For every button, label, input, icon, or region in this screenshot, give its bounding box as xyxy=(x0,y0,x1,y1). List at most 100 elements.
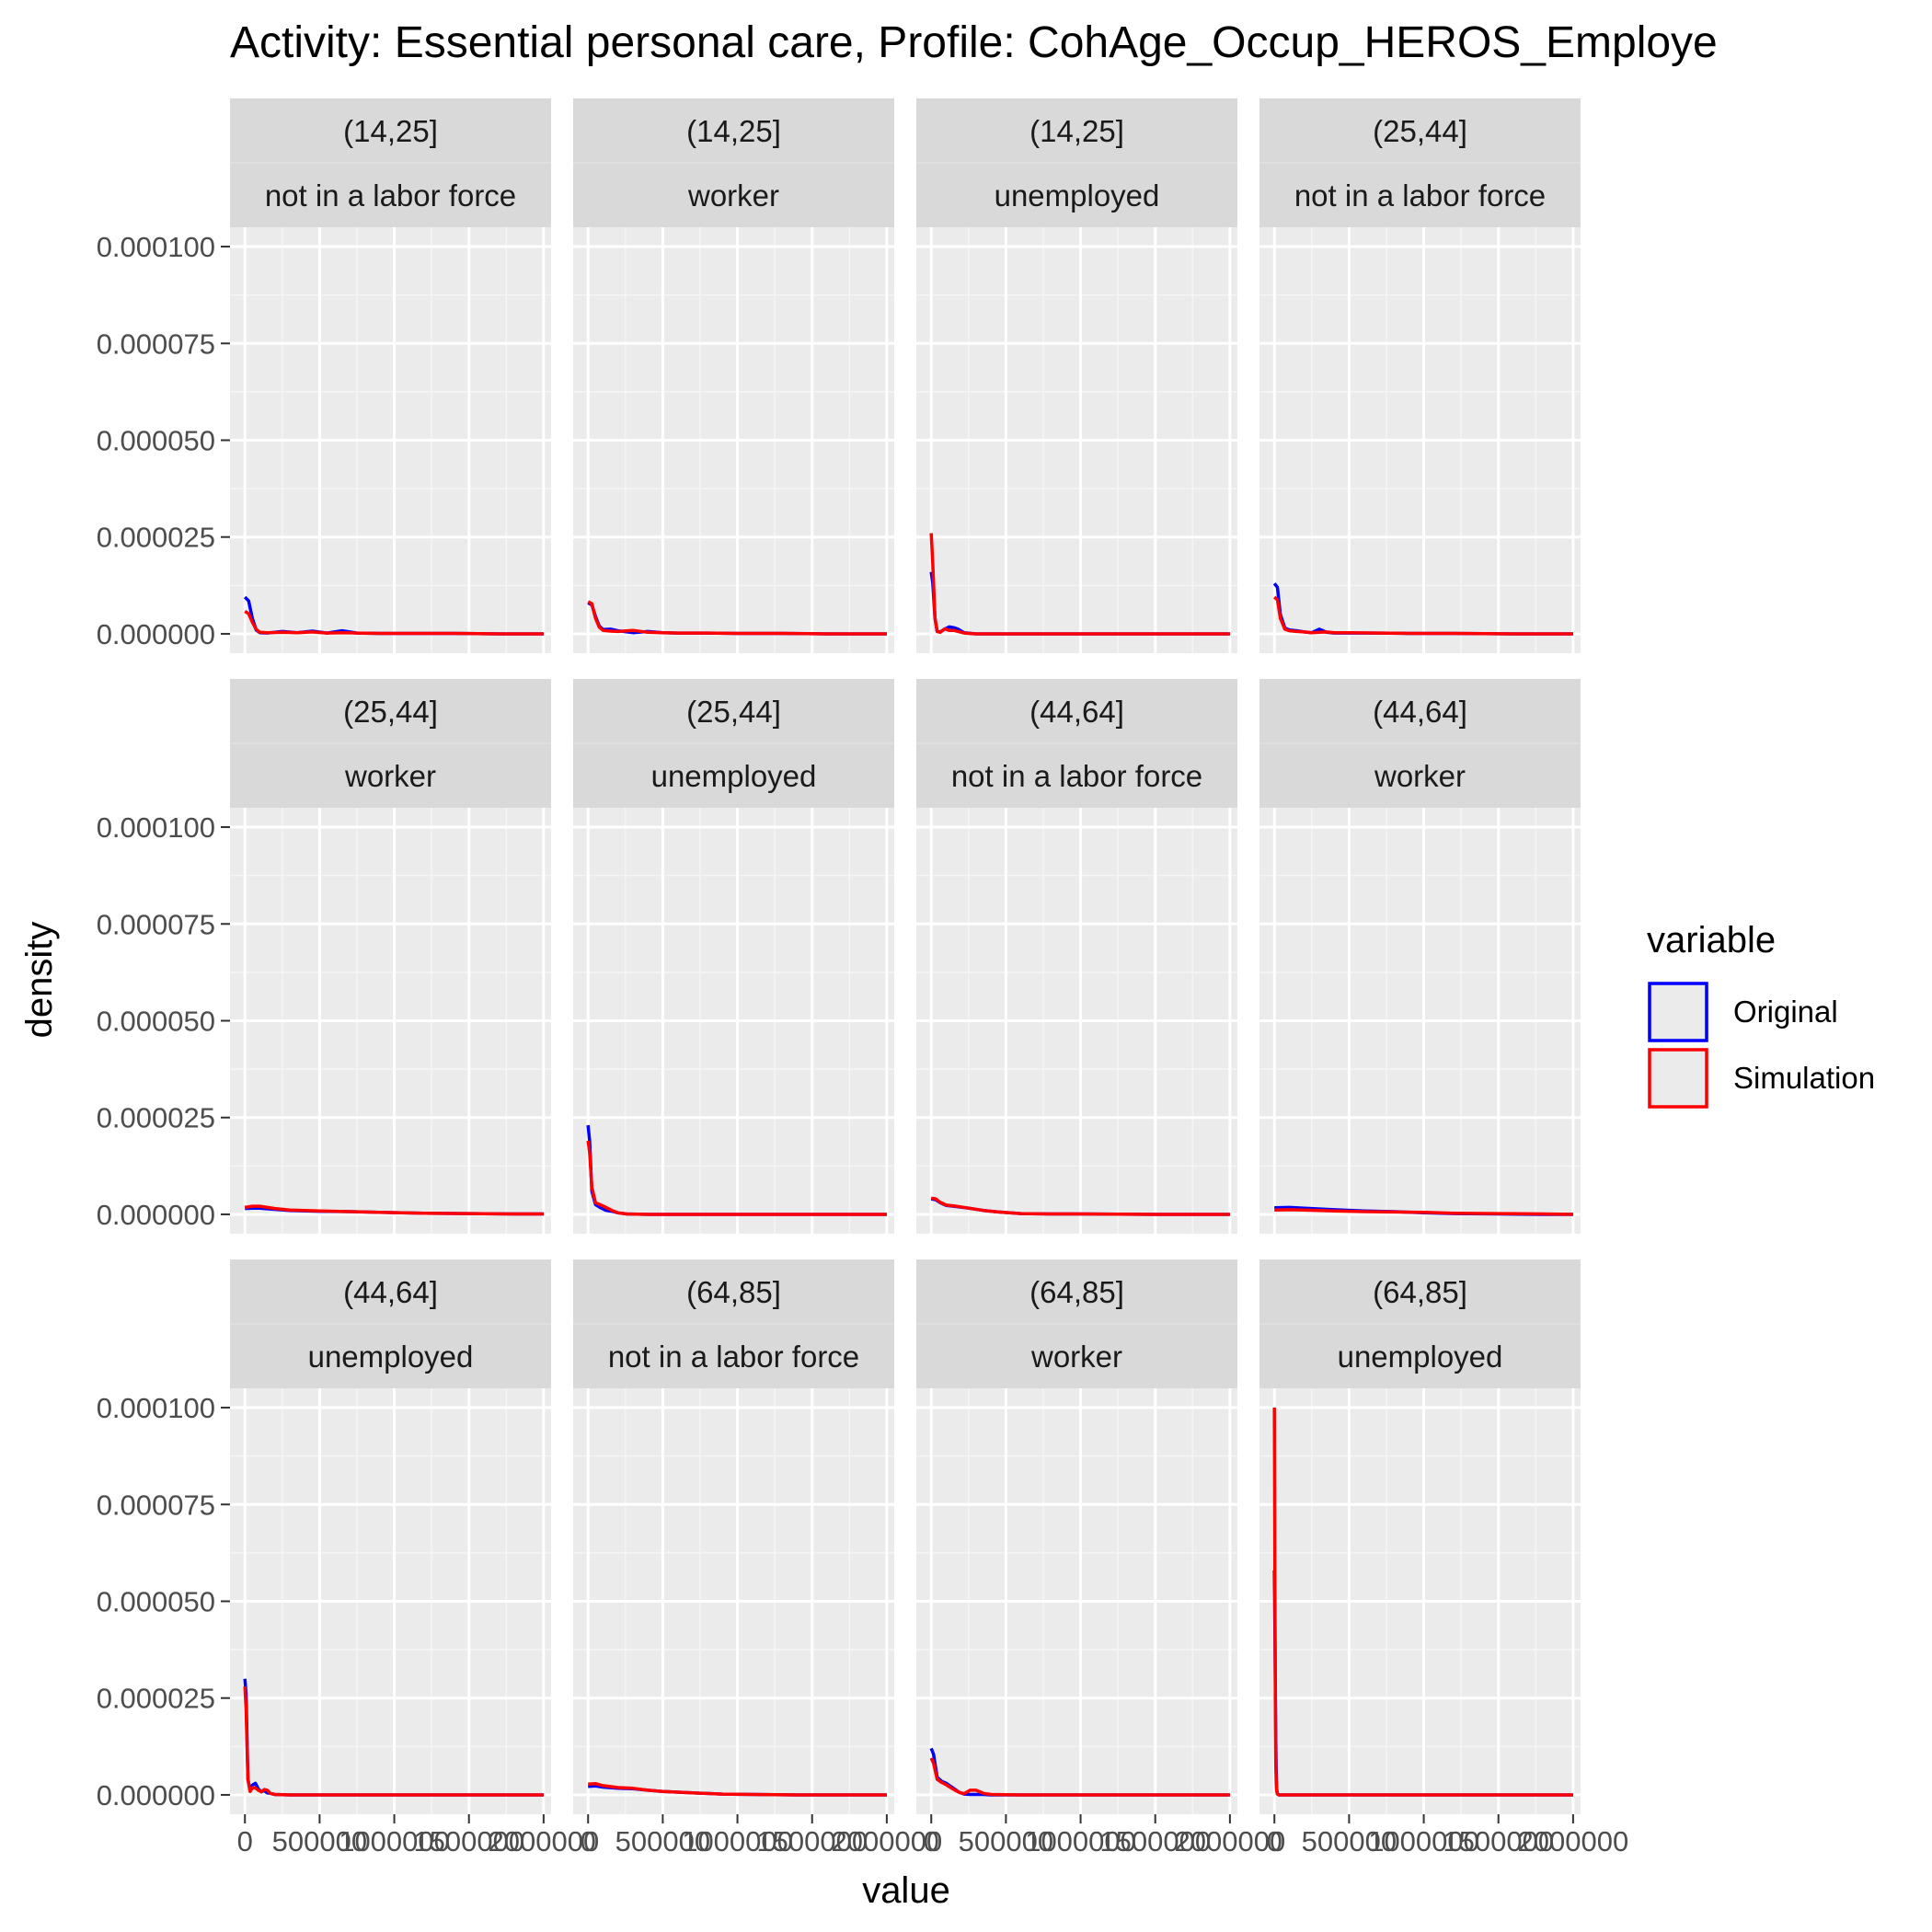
facet-panel: (44,64] not in a labor force xyxy=(916,679,1237,1234)
facet-strip-status xyxy=(1259,163,1581,227)
facet-status-label: not in a labor force xyxy=(608,1340,859,1374)
density-line-simulation xyxy=(586,1140,887,1216)
x-axis-title: value xyxy=(862,1870,950,1911)
facet-status-label: worker xyxy=(687,178,779,213)
facet-strip-age xyxy=(230,1259,551,1324)
facet-age-label: (44,64] xyxy=(343,1275,438,1309)
facet-status-label: worker xyxy=(344,759,436,793)
legend-title: variable xyxy=(1647,920,1776,960)
facet-age-label: (14,25] xyxy=(686,114,781,148)
facet-strip-age xyxy=(573,679,894,743)
facet-age-label: (14,25] xyxy=(1029,114,1124,148)
x-tick-label: 500000 xyxy=(272,1825,367,1857)
facet-strip-status xyxy=(1259,1324,1581,1388)
y-tick-label: 0.000025 xyxy=(97,1683,215,1715)
facet-strip-age xyxy=(573,98,894,163)
density-line-simulation xyxy=(1272,1407,1573,1797)
density-line-simulation xyxy=(588,1781,887,1797)
x-tick-label: 1500000 xyxy=(1443,1825,1554,1857)
y-tick-label: 0.000050 xyxy=(97,1586,215,1618)
facet-strip-age xyxy=(1259,679,1581,743)
facet-strip-age xyxy=(916,1259,1237,1324)
facet-strip-age xyxy=(1259,98,1581,163)
facet-strip-status xyxy=(916,1324,1237,1388)
x-tick-label: 2000000 xyxy=(1175,1825,1286,1857)
x-tick-label: 1000000 xyxy=(339,1825,450,1857)
y-tick-label: 0.000075 xyxy=(97,1489,215,1521)
y-tick-label: 0.000050 xyxy=(97,1006,215,1038)
legend-entries: Original Simulation xyxy=(1648,982,1875,1109)
facet-panels: (14,25] not in a labor force (14,25] worker… xyxy=(230,98,1581,1814)
facet-strip-status xyxy=(916,163,1237,227)
facet-strip-age xyxy=(916,679,1237,743)
x-tick-label: 1000000 xyxy=(1025,1825,1136,1857)
axes: 0.000000 0.000025 0.000050 0.000075 0.000100… xyxy=(97,231,1629,1857)
facet-panel: (25,44] worker xyxy=(230,679,551,1234)
facet-status-label: not in a labor force xyxy=(951,759,1202,793)
y-tick-label: 0.000100 xyxy=(97,231,215,263)
x-tick-label: 1500000 xyxy=(413,1825,524,1857)
facet-age-label: (44,64] xyxy=(1029,695,1124,729)
y-tick-label: 0.000075 xyxy=(97,328,215,360)
x-tick-label: 2000000 xyxy=(1518,1825,1629,1857)
facet-strip-age xyxy=(1259,1259,1581,1324)
facet-strip-age xyxy=(230,98,551,163)
facet-status-label: unemployed xyxy=(651,759,817,793)
facet-age-label: (64,85] xyxy=(1029,1275,1124,1309)
x-tick-label: 1000000 xyxy=(1368,1825,1479,1857)
x-tick-label: 0 xyxy=(1267,1825,1282,1857)
y-tick-label: 0.000000 xyxy=(97,618,215,650)
y-tick-label: 0.000025 xyxy=(97,522,215,554)
x-tick-label: 0 xyxy=(924,1825,939,1857)
facet-panel: (64,85] not in a labor force xyxy=(573,1259,894,1814)
y-tick-label: 0.000000 xyxy=(97,1779,215,1811)
legend-label-simulation: Simulation xyxy=(1733,1061,1875,1095)
facet-age-label: (25,44] xyxy=(686,695,781,729)
facet-panel: (64,85] worker xyxy=(916,1259,1237,1814)
y-tick-label: 0.000000 xyxy=(97,1199,215,1231)
facet-strip-status xyxy=(230,1324,551,1388)
y-tick-label: 0.000050 xyxy=(97,425,215,457)
facet-status-label: not in a labor force xyxy=(265,178,516,213)
legend-key-original xyxy=(1648,982,1708,1042)
x-tick-label: 0 xyxy=(237,1825,253,1857)
facet-age-label: (25,44] xyxy=(343,695,438,729)
y-tick-label: 0.000100 xyxy=(97,811,215,844)
legend-key-background xyxy=(1648,1048,1708,1109)
x-tick-label: 500000 xyxy=(615,1825,710,1857)
facet-panel: (44,64] worker xyxy=(1259,679,1581,1234)
density-line-simulation xyxy=(243,1686,544,1797)
facet-status-label: unemployed xyxy=(308,1340,474,1374)
density-line-simulation xyxy=(244,1204,544,1216)
x-tick-label: 0 xyxy=(581,1825,596,1857)
facet-strip-status xyxy=(573,743,894,808)
facet-status-label: worker xyxy=(1030,1340,1122,1374)
legend-label-original: Original xyxy=(1733,995,1838,1029)
facet-strip-status xyxy=(230,743,551,808)
legend: variable Original Simulation xyxy=(1647,920,1875,1109)
density-line-simulation xyxy=(1274,1208,1573,1216)
facet-strip-age xyxy=(573,1259,894,1324)
x-tick-label: 500000 xyxy=(1302,1825,1397,1857)
y-tick-label: 0.000075 xyxy=(97,908,215,940)
density-line-simulation xyxy=(1273,595,1573,636)
x-tick-label: 1000000 xyxy=(682,1825,793,1857)
facet-panel: (44,64] unemployed xyxy=(230,1259,551,1814)
facet-panel: (14,25] unemployed xyxy=(916,98,1237,653)
y-axis-title: density xyxy=(19,922,60,1039)
facet-panel: (25,44] unemployed xyxy=(573,679,894,1234)
density-line-simulation xyxy=(244,610,544,636)
x-tick-label: 1500000 xyxy=(756,1825,868,1857)
facet-panel: (14,25] worker xyxy=(573,98,894,653)
y-tick-label: 0.000025 xyxy=(97,1102,215,1134)
facet-status-label: not in a labor force xyxy=(1294,178,1546,213)
facet-strip-status xyxy=(230,163,551,227)
x-tick-label: 1500000 xyxy=(1099,1825,1211,1857)
chart-title: Activity: Essential personal care, Profi… xyxy=(230,18,1718,67)
facet-strip-age xyxy=(230,679,551,743)
facet-panel: (64,85] unemployed xyxy=(1259,1259,1581,1814)
x-tick-label: 2000000 xyxy=(489,1825,600,1857)
facet-status-label: unemployed xyxy=(1338,1340,1503,1374)
facet-age-label: (44,64] xyxy=(1373,695,1467,729)
